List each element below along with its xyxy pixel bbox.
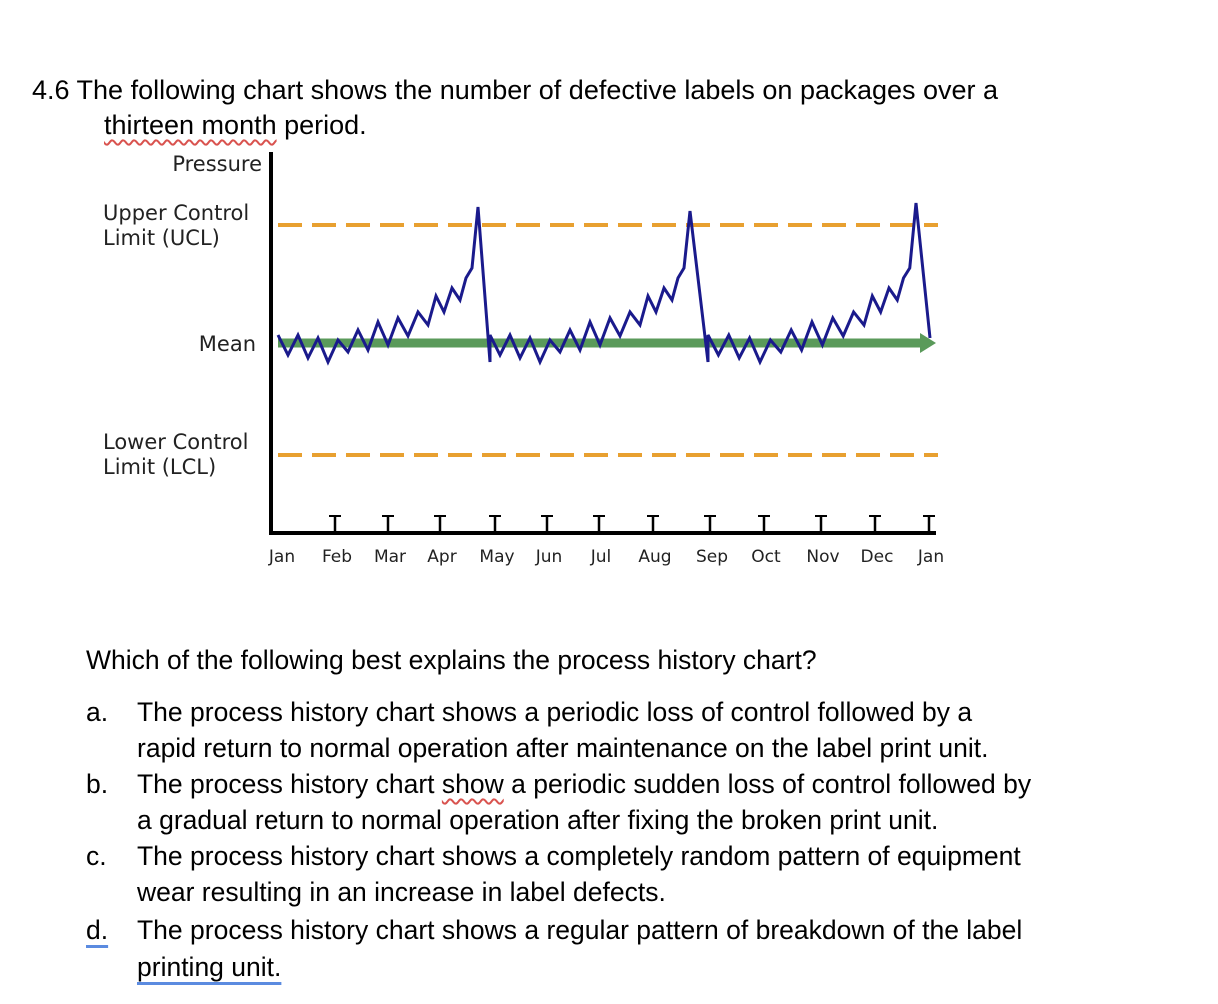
option-text: wear resulting in an increase in label d… <box>137 877 666 907</box>
option-text: rapid return to normal operation after m… <box>137 733 989 763</box>
ucl-label: Upper Control <box>103 201 249 225</box>
option-text: The process history chart shows a comple… <box>137 841 1021 871</box>
month-label: Jun <box>535 547 563 567</box>
month-label: Apr <box>427 547 456 567</box>
question-prompt: Which of the following best explains the… <box>86 645 817 675</box>
underlined-text: thirteen month <box>104 110 277 140</box>
option-row: d. The process history chart shows a regu… <box>86 914 1160 946</box>
month-label: Oct <box>751 547 781 567</box>
lcl-label: Limit (LCL) <box>103 455 216 479</box>
question-title-cont: thirteen month period. <box>104 109 367 141</box>
option-letter: b. <box>86 769 109 799</box>
option-text: printing unit. <box>137 952 282 982</box>
option-letter: c. <box>86 841 107 871</box>
month-label: May <box>479 547 514 567</box>
month-label: Dec <box>861 547 894 567</box>
option-text: a gradual return to normal operation aft… <box>137 805 939 835</box>
month-label: Nov <box>806 547 839 567</box>
text: a periodic sudden loss of control follow… <box>503 769 1032 799</box>
lcl-label: Lower Control <box>103 430 249 454</box>
option-letter: d. <box>86 915 109 945</box>
month-label: Jul <box>590 547 612 567</box>
option-letter: a. <box>86 697 109 727</box>
month-label: Mar <box>374 547 406 567</box>
option-text: The process history chart shows a regula… <box>137 915 1023 945</box>
process-line <box>276 202 932 366</box>
question-title: 4.6 The following chart shows the number… <box>32 75 999 105</box>
text: The process history chart <box>137 769 442 799</box>
month-label: Aug <box>638 547 671 567</box>
ucl-label: Limit (UCL) <box>103 226 220 250</box>
month-label: Feb <box>322 547 352 567</box>
month-label: Jan <box>917 547 944 567</box>
control-chart: Pressure Upper Control Limit (UCL) Mean … <box>103 152 944 567</box>
option-text: The process history chart show a periodi… <box>137 768 1031 800</box>
month-label: Jan <box>268 547 295 567</box>
underlined-text: show <box>441 769 504 799</box>
mean-arrow <box>920 333 936 353</box>
month-label: Sep <box>696 547 728 567</box>
option-text: The process history chart shows a period… <box>137 697 973 727</box>
text: period. <box>276 110 367 140</box>
y-axis-label: Pressure <box>172 152 262 176</box>
mean-label: Mean <box>199 332 256 356</box>
